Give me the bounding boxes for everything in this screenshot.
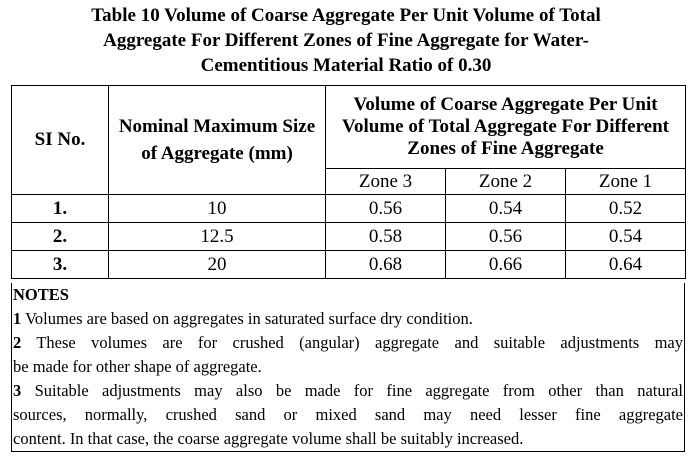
note-1: 1 Volumes are based on aggregates in sat… xyxy=(13,307,683,331)
cell-zone-2: 0.56 xyxy=(445,222,566,251)
cell-size: 12.5 xyxy=(108,222,326,251)
note-number: 2 xyxy=(13,333,22,352)
title-line-2: Aggregate For Different Zones of Fine Ag… xyxy=(103,30,589,51)
note-text: These volumes are for crushed (angular) … xyxy=(36,333,683,352)
header-volume: Volume of Coarse Aggregate Per Unit Volu… xyxy=(324,85,687,169)
cell-sl: 3. xyxy=(11,250,109,279)
note-number: 1 xyxy=(13,309,22,328)
cell-zone-3: 0.68 xyxy=(325,250,446,279)
cell-zone-2: 0.66 xyxy=(445,250,566,279)
note-3-line-2: sources, normally, crushed sand or mixed… xyxy=(13,405,683,424)
cell-zone-1: 0.54 xyxy=(564,222,687,251)
notes-section: NOTES 1 Volumes are based on aggregates … xyxy=(11,283,685,452)
header-zone-2: Zone 2 xyxy=(445,168,566,195)
header-zone-3: Zone 3 xyxy=(325,168,446,195)
cell-zone-3: 0.56 xyxy=(325,194,446,223)
table-row: 3. 20 0.68 0.66 0.64 xyxy=(11,250,687,279)
cell-sl: 1. xyxy=(11,194,109,223)
title-line-3: Cementitious Material Ratio of 0.30 xyxy=(200,55,492,76)
table-row: 1. 10 0.56 0.54 0.52 xyxy=(11,194,687,223)
cell-size: 20 xyxy=(108,250,326,279)
header-zone-1: Zone 1 xyxy=(564,168,687,195)
cell-zone-3: 0.58 xyxy=(325,222,446,251)
cell-sl: 2. xyxy=(11,222,109,251)
notes-heading: NOTES xyxy=(13,285,69,304)
cell-zone-1: 0.64 xyxy=(564,250,687,279)
note-2-line-2: be made for other shape of aggregate. xyxy=(13,357,262,376)
header-sl-no: SI No. xyxy=(11,85,109,195)
note-3-line-3: content. In that case, the coarse aggreg… xyxy=(13,429,524,448)
coarse-aggregate-table: SI No. Nominal Maximum Size of Aggregate… xyxy=(11,85,687,279)
cell-size: 10 xyxy=(108,194,326,223)
note-3-line-1: 3 Suitable adjustments may also be made … xyxy=(13,379,683,403)
table-row: 2. 12.5 0.58 0.56 0.54 xyxy=(11,222,687,251)
table-title: Table 10 Volume of Coarse Aggregate Per … xyxy=(0,0,692,79)
note-text: Suitable adjustments may also be made fo… xyxy=(34,381,684,400)
cell-zone-2: 0.54 xyxy=(445,194,566,223)
note-2-line-1: 2 These volumes are for crushed (angular… xyxy=(13,331,683,355)
note-text: Volumes are based on aggregates in satur… xyxy=(25,309,473,328)
note-number: 3 xyxy=(13,381,22,400)
cell-zone-1: 0.52 xyxy=(564,194,687,223)
title-line-1: Table 10 Volume of Coarse Aggregate Per … xyxy=(91,5,601,26)
header-nominal-size: Nominal Maximum Size of Aggregate (mm) xyxy=(108,85,326,195)
